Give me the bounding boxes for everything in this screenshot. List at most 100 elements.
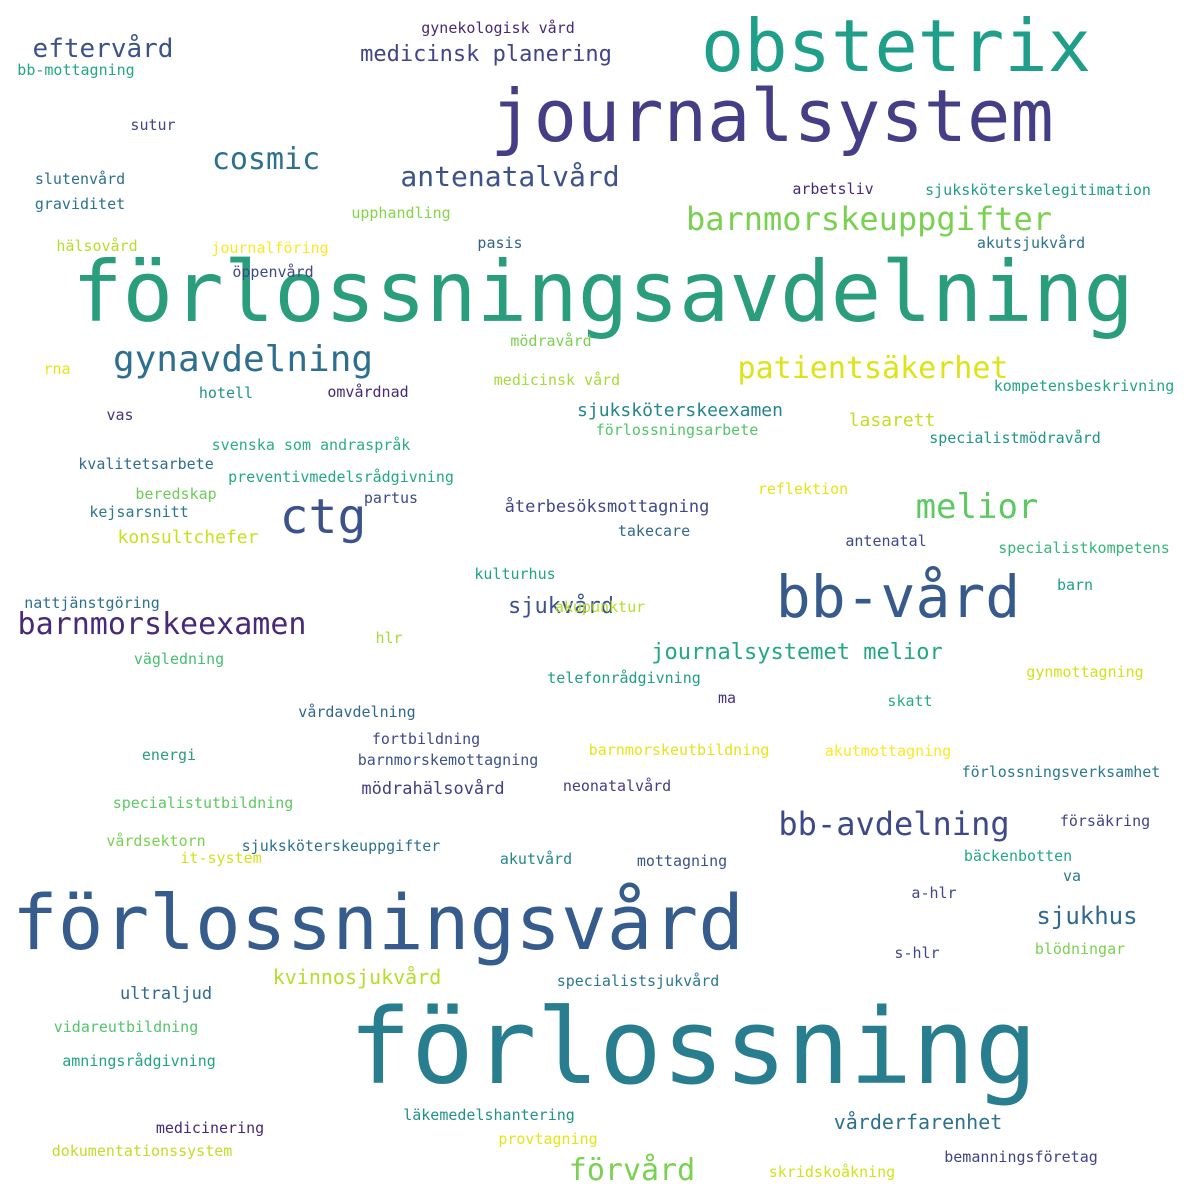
word-pasis: pasis bbox=[477, 234, 523, 252]
word-akutsjukvard: akutsjukvård bbox=[976, 234, 1086, 252]
word-specialistkompetens: specialistkompetens bbox=[998, 539, 1170, 557]
word-rna: rna bbox=[43, 360, 71, 378]
word-vardsektorn: vårdsektorn bbox=[106, 832, 206, 850]
word-forlossning: förlossning bbox=[348, 986, 1038, 1108]
word-beredskap: beredskap bbox=[135, 485, 217, 503]
word-preventivmedelsradgivning: preventivmedelsrådgivning bbox=[228, 468, 454, 486]
word-antenatalvard: antenatalvård bbox=[400, 160, 620, 193]
word-oppenvard: öppenvård bbox=[232, 263, 314, 281]
word-varderfarenhet: vårderfarenhet bbox=[833, 1110, 1003, 1134]
word-s-hlr: s-hlr bbox=[894, 944, 940, 962]
word-journalforing: journalföring bbox=[211, 239, 329, 257]
word-nattjanstgoring: nattjänstgöring bbox=[24, 594, 160, 612]
word-a-hlr: a-hlr bbox=[911, 884, 957, 902]
word-akupunktur: akupunktur bbox=[554, 598, 646, 616]
word-vagledning: vägledning bbox=[133, 650, 225, 668]
word-sjukskoterskeuppgifter: sjuksköterskeuppgifter bbox=[241, 837, 441, 855]
word-dokumentationssystem: dokumentationssystem bbox=[51, 1142, 233, 1160]
word-sjukvard: sjukvård bbox=[508, 594, 614, 619]
word-specialistutbildning: specialistutbildning bbox=[112, 794, 294, 812]
word-gynmottagning: gynmottagning bbox=[1026, 663, 1144, 681]
word-bb-avdelning: bb-avdelning bbox=[778, 805, 1010, 843]
word-omvardnad: omvårdnad bbox=[327, 383, 409, 401]
word-reflektion: reflektion bbox=[757, 480, 849, 498]
word-modravard: mödravård bbox=[510, 332, 592, 350]
word-skridskoakning: skridskoåkning bbox=[768, 1163, 896, 1181]
word-neonatalvard: neonatalvård bbox=[562, 777, 672, 795]
word-blodningar: blödningar bbox=[1034, 940, 1126, 958]
word-sjukhus: sjukhus bbox=[1036, 902, 1138, 930]
word-va: va bbox=[1062, 867, 1082, 885]
word-hotell: hotell bbox=[198, 384, 254, 402]
word-lasarett: lasarett bbox=[848, 410, 936, 431]
word-barn: barn bbox=[1056, 576, 1094, 594]
word-gynavdelning: gynavdelning bbox=[112, 339, 374, 380]
word-bemanningsforetag: bemanningsföretag bbox=[944, 1148, 1098, 1166]
word-barnmorskeutbildning: barnmorskeutbildning bbox=[588, 741, 770, 759]
word-ultraljud: ultraljud bbox=[119, 984, 213, 1004]
word-obstetrix: obstetrix bbox=[700, 4, 1092, 88]
word-ma: ma bbox=[717, 689, 737, 707]
word-forlossningsavdelning: förlossningsavdelning bbox=[71, 243, 1135, 341]
word-ctg: ctg bbox=[279, 489, 367, 545]
word-medicinering: medicinering bbox=[155, 1119, 265, 1137]
word-journalsystemet-melior: journalsystemet melior bbox=[651, 640, 943, 665]
word-kvinnosjukvard: kvinnosjukvård bbox=[272, 965, 442, 989]
word-antenatal: antenatal bbox=[845, 532, 927, 550]
word-slutenvard: slutenvård bbox=[34, 170, 126, 188]
word-backenbotten: bäckenbotten bbox=[963, 847, 1073, 865]
word-medicinsk-planering: medicinsk planering bbox=[360, 42, 612, 67]
word-journalsystem: journalsystem bbox=[490, 74, 1054, 158]
word-sjukskoterskelegitimation: sjuksköterskelegitimation bbox=[925, 181, 1151, 199]
word-barnmorskeuppgifter: barnmorskeuppgifter bbox=[685, 200, 1053, 238]
word-arbetsliv: arbetsliv bbox=[792, 180, 874, 198]
word-hlr: hlr bbox=[375, 629, 403, 647]
word-barnmorskeexamen: barnmorskeexamen bbox=[17, 607, 307, 642]
word-provtagning: provtagning bbox=[498, 1130, 598, 1148]
word-kulturhus: kulturhus bbox=[474, 565, 556, 583]
word-kompetensbeskrivning: kompetensbeskrivning bbox=[993, 377, 1175, 395]
word-specialistmodravard: specialistmödravård bbox=[929, 429, 1101, 447]
word-forlossningsverksamhet: förlossningsverksamhet bbox=[961, 763, 1161, 781]
word-takecare: takecare bbox=[617, 522, 691, 540]
word-melior: melior bbox=[915, 487, 1039, 527]
word-bb-vard: bb-vård bbox=[775, 563, 1021, 631]
word-telefonradgivning: telefonrådgivning bbox=[547, 669, 701, 687]
word-it-system: it-system bbox=[180, 849, 262, 867]
word-kejsarsnitt: kejsarsnitt bbox=[89, 503, 189, 521]
word-vardavdelning: vårdavdelning bbox=[298, 703, 416, 721]
word-specialistsjukvard: specialistsjukvård bbox=[556, 972, 720, 990]
word-graviditet: graviditet bbox=[34, 195, 126, 213]
word-bb-mottagning: bb-mottagning bbox=[17, 61, 135, 79]
word-eftervard: eftervård bbox=[32, 34, 174, 64]
word-medicinsk-vard: medicinsk vård bbox=[493, 371, 621, 389]
word-forvard: förvård bbox=[568, 1153, 696, 1188]
word-barnmorskemottagning: barnmorskemottagning bbox=[357, 751, 539, 769]
word-mottagning: mottagning bbox=[636, 852, 728, 870]
word-aterbesoksmottagning: återbesöksmottagning bbox=[504, 497, 710, 517]
word-forsakring: försäkring bbox=[1059, 812, 1151, 830]
word-energi: energi bbox=[141, 746, 197, 764]
word-vas: vas bbox=[106, 406, 134, 424]
word-kvalitetsarbete: kvalitetsarbete bbox=[78, 455, 214, 473]
word-gynekologisk-vard: gynekologisk vård bbox=[421, 19, 575, 37]
word-skatt: skatt bbox=[887, 692, 933, 710]
word-sutur: sutur bbox=[130, 116, 176, 134]
word-patientsakerhet: patientsäkerhet bbox=[737, 351, 1009, 386]
word-halsovard: hälsovård bbox=[56, 237, 138, 255]
word-akutvard: akutvård bbox=[499, 850, 573, 868]
word-fortbildning: fortbildning bbox=[371, 730, 481, 748]
word-cosmic: cosmic bbox=[211, 142, 321, 177]
word-modrahalsovard: mödrahälsovård bbox=[361, 779, 505, 799]
word-forlossningsvard: förlossningsvård bbox=[11, 878, 745, 967]
word-amningsradgivning: amningsrådgivning bbox=[62, 1052, 216, 1070]
word-akutmottagning: akutmottagning bbox=[824, 742, 952, 760]
word-sjukskoterskeexamen: sjuksköterskeexamen bbox=[577, 400, 783, 421]
word-partus: partus bbox=[363, 489, 419, 507]
word-upphandling: upphandling bbox=[351, 204, 451, 222]
word-forlossningsarbete: förlossningsarbete bbox=[595, 421, 759, 439]
word-svenska-som-andrasprak: svenska som andraspråk bbox=[211, 436, 411, 454]
word-lakemedelshantering: läkemedelshantering bbox=[403, 1106, 575, 1124]
word-vidareutbildning: vidareutbildning bbox=[53, 1018, 199, 1036]
